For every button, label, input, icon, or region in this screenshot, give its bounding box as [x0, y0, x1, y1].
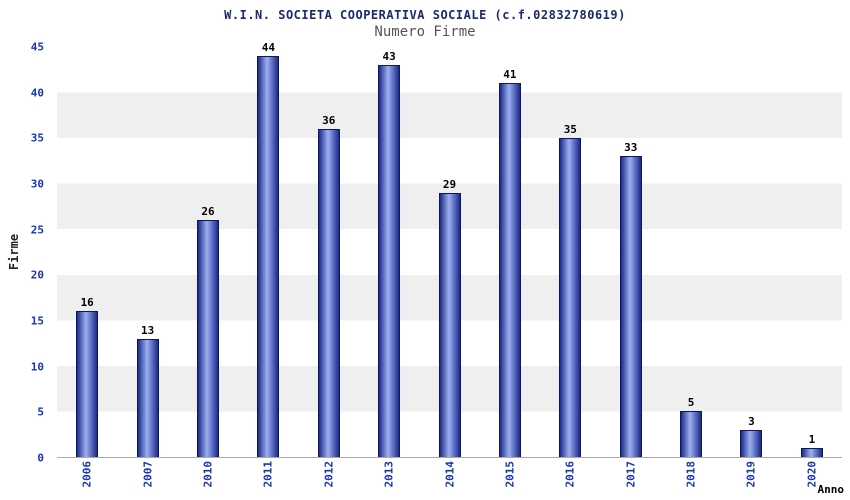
y-axis-ticks: 0 5 10 15 20 25 30 35 40 45	[0, 41, 50, 465]
x-tick-label: 2010	[201, 461, 215, 488]
x-label-slot: 2019	[721, 459, 781, 499]
y-tick-label: 25	[30, 223, 44, 237]
bar-2017[interactable]: 33	[619, 141, 642, 457]
bar-2018[interactable]: 5	[680, 396, 703, 457]
bar-2012[interactable]: 36	[317, 114, 340, 457]
bar-2014[interactable]: 29	[438, 178, 461, 457]
x-tick-label: 2013	[382, 461, 396, 488]
bar-value-label: 3	[748, 414, 755, 428]
y-tick-label: 5	[37, 405, 44, 419]
x-tick-label: 2014	[443, 461, 457, 488]
plot-area: 16 13 26 44 36 43 29 41 35 33 5 3 1	[57, 41, 842, 458]
bar-2013[interactable]: 43	[378, 50, 401, 457]
x-tick-label: 2011	[261, 461, 275, 488]
x-tick-label: 2018	[684, 461, 698, 488]
y-tick-label: 45	[30, 40, 44, 54]
x-tick-label: 2019	[744, 461, 758, 488]
x-label-slot: 2012	[299, 459, 359, 499]
x-tick-label: 2016	[563, 461, 577, 488]
bar-value-label: 33	[624, 141, 638, 155]
y-tick-label: 10	[30, 360, 44, 374]
bar-slot: 5	[661, 47, 721, 457]
bar-value-label: 1	[808, 432, 816, 446]
bar-slot: 16	[57, 47, 117, 457]
y-tick-label: 35	[30, 131, 44, 145]
bar-2010[interactable]: 26	[196, 205, 219, 457]
y-tick-label: 0	[37, 451, 44, 465]
y-tick-label: 30	[30, 177, 44, 191]
bar-slot: 43	[359, 47, 419, 457]
x-tick-label: 2015	[503, 461, 517, 488]
x-label-slot: 2016	[540, 459, 600, 499]
bar-value-label: 44	[261, 41, 275, 55]
bar-slot: 35	[540, 47, 600, 457]
bar-value-label: 29	[442, 177, 457, 191]
x-tick-label: 2006	[80, 461, 94, 488]
x-label-slot: 2007	[117, 459, 177, 499]
chart-title: W.I.N. SOCIETA COOPERATIVA SOCIALE (c.f.…	[224, 8, 626, 22]
bar-2011[interactable]: 44	[257, 41, 280, 457]
bar-slot: 44	[238, 41, 298, 457]
x-label-slot: 2013	[359, 459, 419, 499]
x-tick-label: 2012	[322, 461, 336, 488]
x-label-slot: 2018	[661, 459, 721, 499]
bar-slot: 29	[419, 47, 479, 457]
bar-value-label: 13	[140, 323, 155, 337]
x-axis-ticks: 2006 2007 2010 2011 2012 2013 2014 2015 2016 2017…	[57, 459, 842, 499]
x-label-slot: 2010	[178, 459, 238, 499]
bar-2016[interactable]: 35	[559, 123, 582, 457]
bar-2020[interactable]: 1	[800, 433, 823, 457]
bar-value-label: 35	[563, 123, 577, 137]
x-label-slot: 2014	[419, 459, 479, 499]
bar-slot: 1	[782, 47, 842, 457]
bar-slot: 41	[480, 47, 540, 457]
bar-value-label: 26	[201, 205, 215, 219]
y-tick-label: 40	[30, 86, 44, 100]
x-label-slot: 2015	[480, 459, 540, 499]
x-label-slot: 2017	[601, 459, 661, 499]
bar-value-label: 5	[687, 396, 695, 410]
x-label-slot: 2011	[238, 459, 298, 499]
bar-slot: 33	[601, 47, 661, 457]
bar-2007[interactable]: 13	[136, 324, 159, 457]
bar-value-label: 43	[382, 50, 396, 64]
bar-2006[interactable]: 16	[76, 296, 99, 457]
bar-slot: 26	[178, 47, 238, 457]
bar-value-label: 16	[80, 296, 94, 310]
bar-value-label: 41	[503, 68, 517, 82]
y-tick-label: 20	[30, 268, 44, 282]
x-label-slot: 2006	[57, 459, 117, 499]
chart-subtitle: Numero Firme	[374, 24, 476, 40]
x-tick-label: 2007	[141, 461, 155, 488]
bar-2015[interactable]: 41	[498, 68, 521, 457]
bar-slot: 13	[117, 47, 177, 457]
bar-slot: 3	[721, 47, 781, 457]
bar-value-label: 36	[322, 114, 336, 127]
bar-2019[interactable]: 3	[740, 415, 763, 457]
y-tick-label: 15	[30, 314, 44, 328]
bar-slot: 36	[299, 47, 359, 457]
x-tick-label: 2017	[624, 461, 638, 488]
x-axis-title: Anno	[817, 483, 845, 496]
